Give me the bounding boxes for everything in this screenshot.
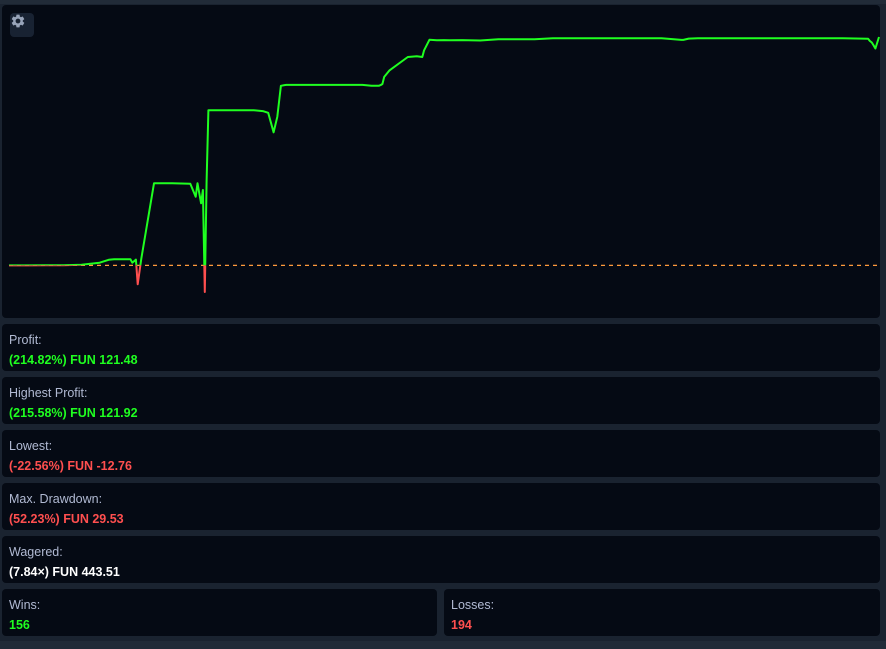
- wins-stat: Wins: 156: [2, 589, 437, 636]
- max-drawdown-value: (52.23%) FUN 29.53: [9, 512, 124, 526]
- chart-settings-button[interactable]: [10, 13, 34, 37]
- profit-stat: Profit: (214.82%) FUN 121.48: [2, 324, 880, 371]
- profit-chart: [9, 36, 880, 293]
- highest-profit-stat: Highest Profit: (215.58%) FUN 121.92: [2, 377, 880, 424]
- lowest-stat: Lowest: (-22.56%) FUN -12.76: [2, 430, 880, 477]
- bottom-divider: [0, 641, 886, 649]
- wagered-label: Wagered:: [9, 545, 63, 559]
- top-divider: [0, 0, 886, 4]
- max-drawdown-label: Max. Drawdown:: [9, 492, 103, 506]
- max-drawdown-stat: Max. Drawdown: (52.23%) FUN 29.53: [2, 483, 880, 530]
- profit-line-negative: [9, 265, 207, 293]
- profit-chart-panel: [2, 5, 880, 318]
- profit-value: (214.82%) FUN 121.48: [9, 353, 138, 367]
- wins-label: Wins:: [9, 598, 41, 612]
- wagered-value: (7.84×) FUN 443.51: [9, 565, 120, 579]
- losses-stat: Losses: 194: [444, 589, 880, 636]
- lowest-label: Lowest:: [9, 439, 53, 453]
- profit-line-positive: [9, 36, 880, 266]
- wins-value: 156: [9, 618, 30, 632]
- lowest-value: (-22.56%) FUN -12.76: [9, 459, 132, 473]
- wagered-stat: Wagered: (7.84×) FUN 443.51: [2, 536, 880, 583]
- profit-label: Profit:: [9, 333, 42, 347]
- losses-value: 194: [451, 618, 472, 632]
- highest-profit-label: Highest Profit:: [9, 386, 88, 400]
- losses-label: Losses:: [451, 598, 495, 612]
- gear-icon: [11, 14, 25, 28]
- highest-profit-value: (215.58%) FUN 121.92: [9, 406, 138, 420]
